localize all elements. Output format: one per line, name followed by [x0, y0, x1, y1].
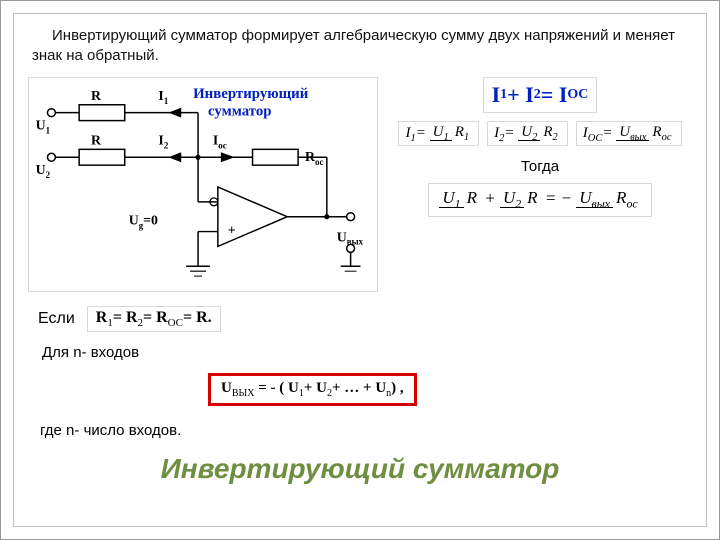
def-ioc: IOC= UвыхRoc — [576, 121, 682, 147]
current-definitions: I1= U1R1 I2= U2R2 IOC= UвыхRoc — [398, 121, 681, 147]
content-panel: Инвертирующий сумматор формирует алгебра… — [13, 13, 707, 527]
page-frame: Инвертирующий сумматор формирует алгебра… — [0, 0, 720, 540]
label-plus: + — [228, 222, 236, 237]
circuit-diagram: Инвертирующий сумматор U1 R I1 U2 — [28, 77, 378, 292]
terminal-u2 — [47, 153, 55, 161]
kcl-equation: I1+ I2= IOC — [483, 77, 598, 113]
terminal-out — [347, 212, 355, 220]
label-ioc: Iос — [213, 132, 227, 150]
label-u2: U2 — [36, 162, 51, 180]
if-label: Если — [38, 310, 75, 328]
where-note: где n- число входов. — [40, 422, 692, 439]
arrow-ioc — [221, 152, 235, 162]
intro-text: Инвертирующий сумматор формирует алгебра… — [32, 26, 688, 67]
label-i1: I1 — [158, 87, 168, 105]
circuit-title-2: сумматор — [208, 103, 272, 119]
def-i2: I2= U2R2 — [487, 121, 568, 147]
label-r1: R — [91, 87, 102, 102]
label-ug: Ug=0 — [129, 212, 158, 230]
arrow-i1 — [168, 107, 181, 117]
def-i1: I1= U1R1 — [398, 121, 479, 147]
terminal-u1 — [47, 108, 55, 116]
label-u1: U1 — [36, 117, 50, 135]
label-roc: Rос — [305, 149, 323, 167]
label-r2: R — [91, 132, 102, 147]
resistor-r2 — [79, 149, 125, 165]
then-label: Тогда — [521, 158, 559, 175]
equations-column: I1+ I2= IOC I1= U1R1 I2= U2R2 IOC= UвыхR… — [388, 77, 692, 217]
resistor-roc — [253, 149, 299, 165]
result-formula-box: UВЫХ = - ( U1+ U2+ … + Un) , — [208, 373, 417, 406]
label-i2: I2 — [158, 132, 168, 150]
circuit-title-1: Инвертирующий — [193, 85, 309, 101]
resistor-r1 — [79, 104, 125, 120]
slide-title: Инвертирующий сумматор — [28, 453, 692, 485]
if-condition-row: Если R1= R2= ROC= R. — [38, 306, 692, 332]
n-inputs-label: Для n- входов — [42, 344, 692, 361]
if-equation: R1= R2= ROC= R. — [87, 306, 221, 332]
arrow-i2 — [168, 152, 181, 162]
circuit-svg: Инвертирующий сумматор U1 R I1 U2 — [29, 78, 377, 291]
row-circuit-equations: Инвертирующий сумматор U1 R I1 U2 — [28, 77, 692, 292]
sum-equation: U1R + U2R = − UвыхRoc — [428, 183, 651, 216]
